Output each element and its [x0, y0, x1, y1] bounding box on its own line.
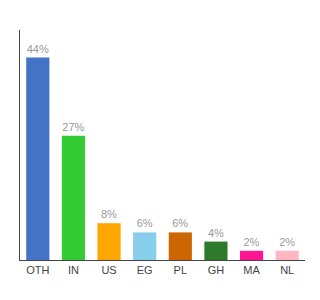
svg-text:EG: EG [137, 264, 153, 276]
svg-text:MA: MA [243, 264, 260, 276]
svg-text:6%: 6% [137, 217, 153, 229]
svg-text:6%: 6% [172, 217, 188, 229]
svg-text:44%: 44% [27, 43, 49, 55]
svg-text:OTH: OTH [26, 264, 49, 276]
svg-text:NL: NL [280, 264, 294, 276]
svg-text:PL: PL [174, 264, 187, 276]
svg-text:2%: 2% [244, 236, 260, 248]
svg-text:27%: 27% [62, 121, 84, 133]
svg-text:4%: 4% [208, 227, 224, 239]
svg-text:IN: IN [68, 264, 79, 276]
svg-text:8%: 8% [101, 208, 117, 220]
svg-text:GH: GH [208, 264, 225, 276]
svg-text:2%: 2% [279, 236, 295, 248]
svg-text:US: US [101, 264, 116, 276]
